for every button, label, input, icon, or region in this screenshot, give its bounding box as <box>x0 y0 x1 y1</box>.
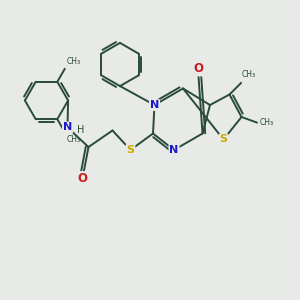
Text: CH₃: CH₃ <box>66 135 80 144</box>
Text: O: O <box>193 62 203 76</box>
Text: CH₃: CH₃ <box>260 118 274 127</box>
Text: CH₃: CH₃ <box>242 70 256 79</box>
Text: H: H <box>77 125 85 135</box>
Text: CH₃: CH₃ <box>66 57 80 66</box>
Text: N: N <box>169 145 178 155</box>
Text: N: N <box>63 122 72 133</box>
Text: S: S <box>220 134 227 145</box>
Text: O: O <box>77 172 88 185</box>
Text: N: N <box>150 100 159 110</box>
Text: S: S <box>127 145 134 155</box>
